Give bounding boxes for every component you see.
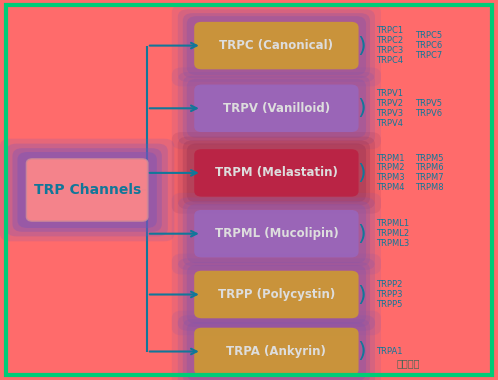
Text: ): ): [357, 98, 366, 118]
FancyBboxPatch shape: [183, 140, 370, 205]
FancyBboxPatch shape: [172, 5, 381, 87]
FancyBboxPatch shape: [6, 144, 168, 236]
FancyBboxPatch shape: [194, 149, 359, 197]
Text: TRPM7: TRPM7: [415, 173, 443, 182]
Text: TRPA (Ankyrin): TRPA (Ankyrin): [227, 345, 326, 358]
Text: TRPP5: TRPP5: [376, 300, 402, 309]
Text: TRPP2: TRPP2: [376, 280, 402, 289]
FancyBboxPatch shape: [172, 193, 381, 274]
Text: TRPML2: TRPML2: [376, 229, 409, 238]
FancyBboxPatch shape: [183, 201, 370, 266]
Text: TRPC4: TRPC4: [376, 56, 403, 65]
FancyBboxPatch shape: [178, 136, 375, 209]
Text: ): ): [357, 224, 366, 244]
Text: ): ): [357, 36, 366, 55]
Text: TRPP (Polycystin): TRPP (Polycystin): [218, 288, 335, 301]
Text: TRPML (Mucolipin): TRPML (Mucolipin): [215, 227, 338, 240]
FancyBboxPatch shape: [0, 139, 174, 241]
Text: TRPC6: TRPC6: [415, 41, 442, 50]
Text: TRPC (Canonical): TRPC (Canonical): [220, 39, 333, 52]
Text: TRPC2: TRPC2: [376, 36, 403, 45]
Text: TRPM1: TRPM1: [376, 154, 404, 163]
FancyBboxPatch shape: [26, 159, 148, 221]
Text: TRPV (Vanilloid): TRPV (Vanilloid): [223, 102, 330, 115]
Text: TRPM3: TRPM3: [376, 173, 404, 182]
Text: TRPM8: TRPM8: [415, 183, 443, 192]
FancyBboxPatch shape: [172, 132, 381, 214]
Text: TRPML1: TRPML1: [376, 219, 409, 228]
Text: TRPM5: TRPM5: [415, 154, 443, 163]
FancyBboxPatch shape: [194, 22, 359, 70]
FancyBboxPatch shape: [178, 10, 375, 82]
Text: TRPP3: TRPP3: [376, 290, 402, 299]
FancyBboxPatch shape: [183, 13, 370, 78]
FancyBboxPatch shape: [194, 85, 359, 132]
Text: TRPA1: TRPA1: [376, 347, 402, 356]
Text: TRPV1: TRPV1: [376, 89, 403, 98]
Text: TRPM4: TRPM4: [376, 183, 404, 192]
FancyBboxPatch shape: [183, 76, 370, 141]
Text: 沃言生物: 沃言生物: [396, 358, 420, 368]
FancyBboxPatch shape: [178, 315, 375, 380]
FancyBboxPatch shape: [17, 152, 157, 228]
FancyBboxPatch shape: [187, 143, 366, 202]
FancyBboxPatch shape: [187, 204, 366, 263]
FancyBboxPatch shape: [183, 319, 370, 380]
Text: TRPV3: TRPV3: [376, 109, 403, 118]
Text: TRP Channels: TRP Channels: [33, 183, 141, 197]
FancyBboxPatch shape: [194, 328, 359, 375]
Text: TRPML3: TRPML3: [376, 239, 409, 248]
Text: ): ): [357, 163, 366, 183]
Text: TRPC7: TRPC7: [415, 51, 442, 60]
Text: ): ): [357, 285, 366, 304]
Text: TRPV4: TRPV4: [376, 119, 403, 128]
Text: TRPC1: TRPC1: [376, 26, 403, 35]
Text: TRPM (Melastatin): TRPM (Melastatin): [215, 166, 338, 179]
FancyBboxPatch shape: [172, 68, 381, 149]
FancyBboxPatch shape: [187, 79, 366, 138]
Text: TRPC3: TRPC3: [376, 46, 403, 55]
Text: TRPV5: TRPV5: [415, 99, 442, 108]
Text: TRPV2: TRPV2: [376, 99, 403, 108]
FancyBboxPatch shape: [178, 198, 375, 270]
FancyBboxPatch shape: [194, 271, 359, 318]
Text: ): ): [357, 342, 366, 361]
Text: TRPM6: TRPM6: [415, 163, 443, 173]
FancyBboxPatch shape: [187, 16, 366, 75]
FancyBboxPatch shape: [172, 254, 381, 336]
FancyBboxPatch shape: [187, 322, 366, 380]
Text: TRPM2: TRPM2: [376, 163, 404, 173]
FancyBboxPatch shape: [194, 210, 359, 258]
FancyBboxPatch shape: [12, 148, 162, 232]
Text: TRPV6: TRPV6: [415, 109, 442, 118]
FancyBboxPatch shape: [172, 311, 381, 380]
FancyBboxPatch shape: [183, 262, 370, 327]
Text: TRPC5: TRPC5: [415, 31, 442, 40]
FancyBboxPatch shape: [178, 72, 375, 145]
FancyBboxPatch shape: [187, 265, 366, 324]
FancyBboxPatch shape: [178, 258, 375, 331]
